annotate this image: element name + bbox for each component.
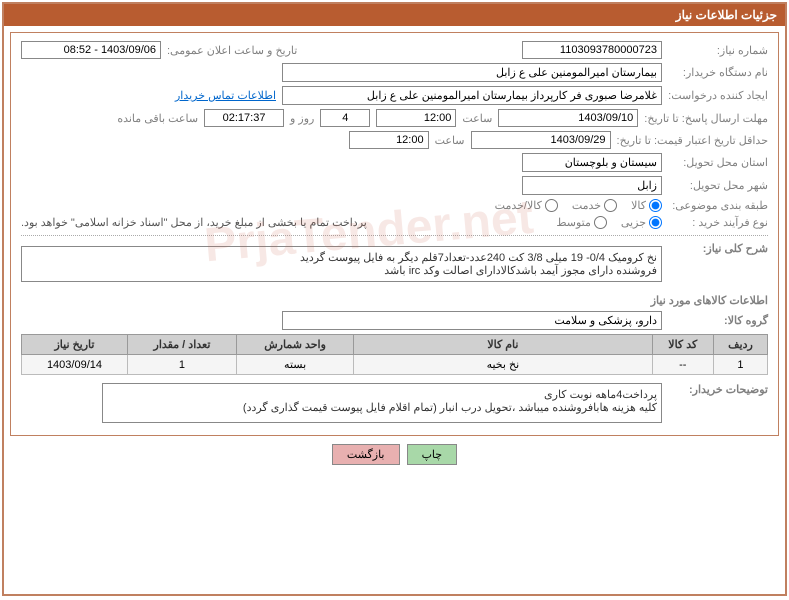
desc-line2: فروشنده دارای مجوز آیمد باشدکالادارای اص… [26,264,657,277]
validity-label: حداقل تاریخ اعتبار قیمت: تا تاریخ: [617,134,768,147]
requester-field: غلامرضا صبوری فر کارپرداز بیمارستان امیر… [282,86,662,105]
process-label: نوع فرآیند خرید : [668,216,768,229]
category-radio-group: کالا خدمت کالا/خدمت [495,199,662,212]
buyer-notes-line1: پرداخت4ماهه نوبت کاری [107,388,657,401]
cell-name: نخ بخیه [354,355,652,375]
th-date: تاریخ نیاز [22,335,128,355]
th-qty: تعداد / مقدار [127,335,236,355]
announce-date-label: تاریخ و ساعت اعلان عمومی: [167,44,297,57]
th-unit: واحد شمارش [236,335,353,355]
description-box: نخ کرومیک 0/4- 19 میلی 3/8 کت 240عدد-تعد… [21,246,662,282]
radio-both[interactable]: کالا/خدمت [495,199,558,212]
days-remaining-field: 4 [320,109,370,127]
announce-date-field: 1403/09/06 - 08:52 [21,41,161,59]
province-label: استان محل تحویل: [668,156,768,169]
deadline-label: مهلت ارسال پاسخ: تا تاریخ: [644,112,768,125]
radio-medium[interactable]: متوسط [556,216,607,229]
requester-label: ایجاد کننده درخواست: [668,89,768,102]
radio-goods[interactable]: کالا [631,199,662,212]
countdown-field: 02:17:37 [204,109,284,127]
province-field: سیستان و بلوچستان [522,153,662,172]
radio-service-input[interactable] [604,199,617,212]
category-label: طبقه بندی موضوعی: [668,199,768,212]
th-name: نام کالا [354,335,652,355]
goods-table: ردیف کد کالا نام کالا واحد شمارش تعداد /… [21,334,768,375]
payment-note: پرداخت تمام یا بخشی از مبلغ خرید، از محل… [21,216,367,229]
desc-line1: نخ کرومیک 0/4- 19 میلی 3/8 کت 240عدد-تعد… [26,251,657,264]
cell-row: 1 [713,355,767,375]
city-field: زابل [522,176,662,195]
radio-partial-input[interactable] [649,216,662,229]
deadline-date-field: 1403/09/10 [498,109,638,127]
buyer-org-field: بیمارستان امیرالمومنین علی ع زابل [282,63,662,82]
th-row: ردیف [713,335,767,355]
deadline-time-field: 12:00 [376,109,456,127]
time-label-1: ساعت [462,112,492,125]
cell-code: -- [652,355,713,375]
page-header: جزئیات اطلاعات نیاز [4,4,785,26]
city-label: شهر محل تحویل: [668,179,768,192]
need-number-label: شماره نیاز: [668,44,768,57]
process-radio-group: جزیی متوسط [556,216,662,229]
main-content: شماره نیاز: 1103093780000723 تاریخ و ساع… [10,32,779,436]
buyer-notes-line2: کلیه هزینه هابافروشنده میباشد ،تحویل درب… [107,401,657,414]
radio-both-input[interactable] [545,199,558,212]
validity-date-field: 1403/09/29 [471,131,611,149]
th-code: کد کالا [652,335,713,355]
page-title: جزئیات اطلاعات نیاز [676,8,777,22]
print-button[interactable]: چاپ [407,444,458,465]
radio-partial[interactable]: جزیی [621,216,662,229]
cell-date: 1403/09/14 [22,355,128,375]
time-label-2: ساعت [435,134,465,147]
group-field: دارو، پزشکی و سلامت [282,311,662,330]
cell-qty: 1 [127,355,236,375]
remaining-label: ساعت باقی مانده [117,112,198,125]
days-label: روز و [290,112,314,125]
goods-section-title: اطلاعات کالاهای مورد نیاز [21,294,768,307]
need-number-field: 1103093780000723 [522,41,662,59]
buyer-notes-label: توضیحات خریدار: [668,383,768,396]
table-row: 1 -- نخ بخیه بسته 1 1403/09/14 [22,355,768,375]
desc-title-label: شرح کلی نیاز: [668,242,768,255]
validity-time-field: 12:00 [349,131,429,149]
radio-goods-input[interactable] [649,199,662,212]
radio-medium-input[interactable] [594,216,607,229]
buyer-notes-box: پرداخت4ماهه نوبت کاری کلیه هزینه هابافرو… [102,383,662,423]
buyer-org-label: نام دستگاه خریدار: [668,66,768,79]
back-button[interactable]: بازگشت [332,444,400,465]
contact-link[interactable]: اطلاعات تماس خریدار [175,89,276,102]
group-label: گروه کالا: [668,314,768,327]
radio-service[interactable]: خدمت [572,199,617,212]
button-bar: چاپ بازگشت [4,444,785,465]
cell-unit: بسته [236,355,353,375]
